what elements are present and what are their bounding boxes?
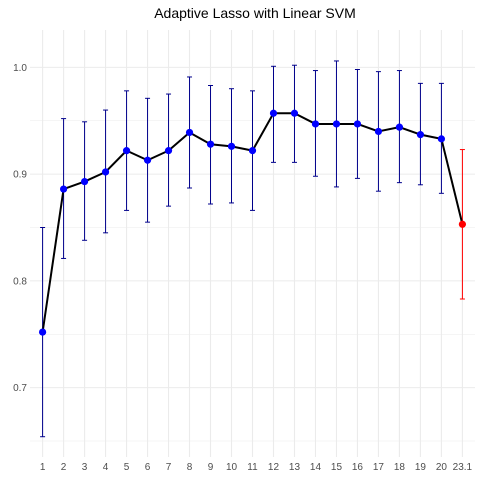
data-point [228, 143, 235, 150]
x-tick-label: 12 [268, 462, 280, 473]
x-tick-label: 23.1 [453, 462, 473, 473]
x-tick-label: 3 [82, 462, 88, 473]
data-point [144, 157, 151, 164]
y-axis-ticks: 0.7 0.8 0.9 1.0 [13, 63, 27, 394]
x-tick-label: 8 [187, 462, 193, 473]
data-point [81, 178, 88, 185]
x-tick-label: 9 [208, 462, 214, 473]
data-point [102, 168, 109, 175]
x-tick-label: 19 [415, 462, 427, 473]
data-point [39, 329, 46, 336]
data-point [333, 120, 340, 127]
x-tick-label: 20 [436, 462, 448, 473]
y-tick-label: 0.8 [13, 276, 27, 287]
x-tick-label: 2 [61, 462, 67, 473]
data-point [396, 124, 403, 131]
y-tick-label: 1.0 [13, 63, 27, 74]
x-tick-label: 4 [103, 462, 109, 473]
x-tick-label: 1 [40, 462, 46, 473]
data-point [291, 110, 298, 117]
x-tick-label: 14 [310, 462, 322, 473]
highlight-point [459, 221, 466, 228]
x-tick-label: 10 [226, 462, 238, 473]
x-tick-label: 13 [289, 462, 301, 473]
data-point [312, 120, 319, 127]
data-point [249, 147, 256, 154]
y-tick-label: 0.7 [13, 383, 27, 394]
data-point [123, 147, 130, 154]
data-point [207, 141, 214, 148]
data-point [186, 129, 193, 136]
data-point [354, 120, 361, 127]
data-point [165, 147, 172, 154]
x-tick-label: 15 [331, 462, 343, 473]
data-point [375, 128, 382, 135]
x-tick-label: 11 [247, 462, 258, 473]
data-point [417, 131, 424, 138]
x-tick-label: 18 [394, 462, 406, 473]
y-tick-label: 0.9 [13, 170, 27, 181]
x-tick-label: 7 [166, 462, 172, 473]
data-point [438, 135, 445, 142]
data-point [270, 110, 277, 117]
chart-title: Adaptive Lasso with Linear SVM [154, 5, 356, 21]
x-tick-label: 17 [373, 462, 385, 473]
x-axis-ticks: 1 2 3 4 5 6 7 8 9 10 11 12 13 14 15 16 17 18 19 20 23.1 [40, 462, 473, 473]
x-tick-label: 16 [352, 462, 364, 473]
x-tick-label: 5 [124, 462, 130, 473]
data-point [60, 185, 67, 192]
x-tick-label: 6 [145, 462, 151, 473]
